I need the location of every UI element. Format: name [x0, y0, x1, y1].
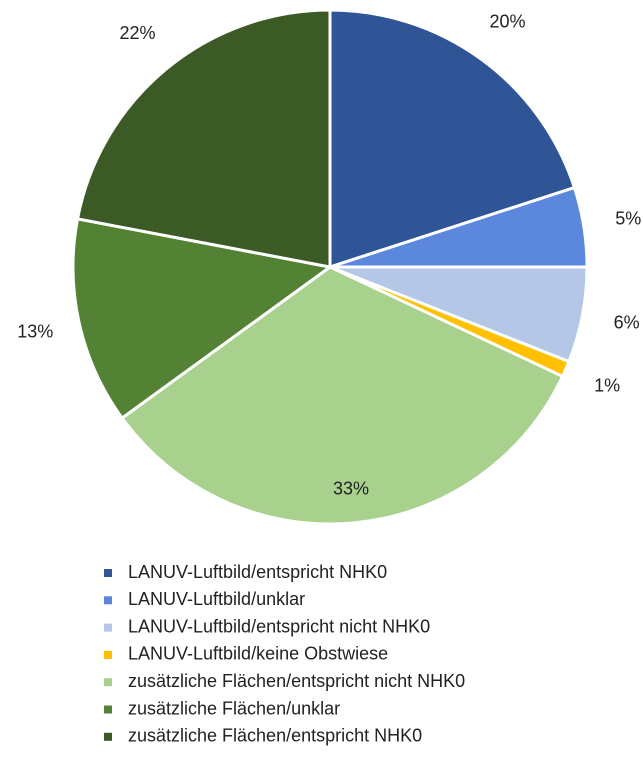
legend-label: LANUV-Luftbild/entspricht NHK0 — [128, 562, 387, 582]
legend-label: zusätzliche Flächen/entspricht nicht NHK… — [128, 671, 465, 691]
legend-swatch — [104, 623, 112, 632]
data-label: 5% — [615, 209, 641, 229]
legend-swatch — [104, 596, 112, 605]
data-label: 22% — [119, 23, 155, 43]
legend-label: LANUV-Luftbild/keine Obstwiese — [128, 644, 388, 664]
data-label: 20% — [489, 11, 525, 31]
pie-slice — [71, 217, 334, 421]
legend-label: zusätzliche Flächen/entspricht NHK0 — [128, 726, 422, 746]
data-label: 33% — [333, 478, 369, 498]
legend-swatch — [104, 650, 112, 659]
data-label: 13% — [17, 322, 53, 342]
legend-swatch — [104, 569, 112, 577]
legend-swatch — [104, 705, 112, 714]
legend-label: LANUV-Luftbild/unklar — [128, 589, 305, 609]
legend-swatch — [104, 678, 112, 687]
pie-slice — [328, 8, 577, 270]
data-label: 6% — [614, 312, 640, 332]
legend-label: zusätzliche Flächen/unklar — [128, 698, 340, 718]
pie-slice — [119, 265, 565, 526]
legend-swatch — [104, 732, 112, 741]
pie-slice — [75, 8, 332, 269]
data-label: 1% — [594, 376, 620, 396]
legend-label: LANUV-Luftbild/entspricht nicht NHK0 — [128, 616, 430, 636]
